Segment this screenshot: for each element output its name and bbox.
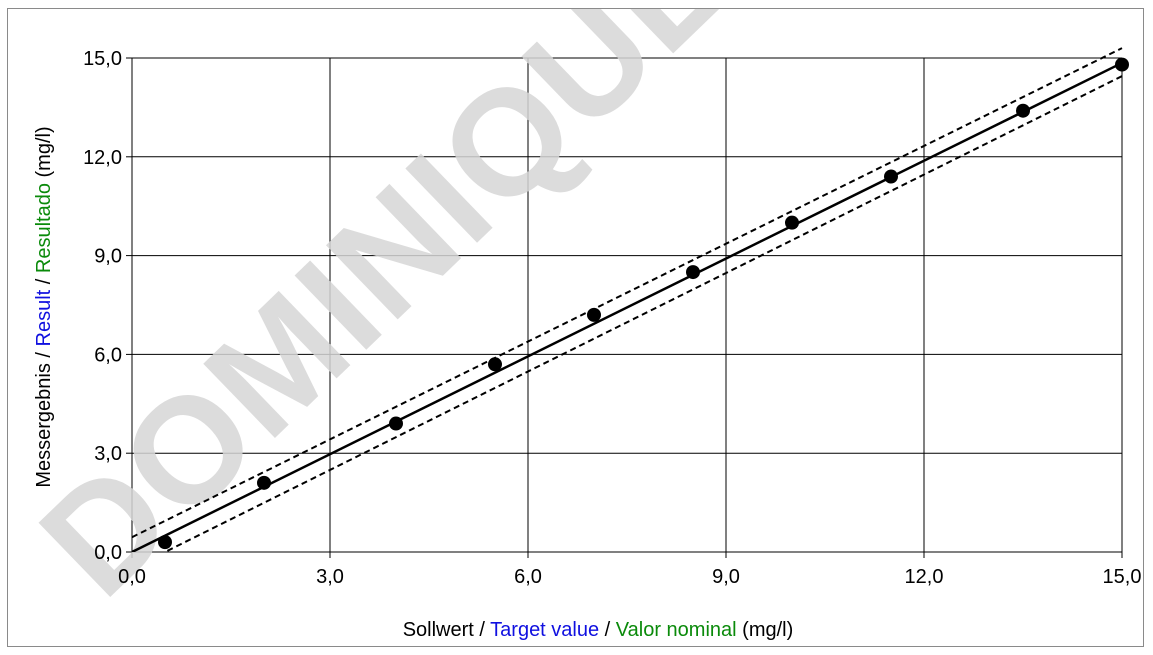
data-point-6	[785, 215, 799, 230]
data-point-0	[158, 535, 172, 550]
y-tick-label-1: 3,0	[94, 443, 122, 465]
data-point-2	[389, 416, 403, 431]
chart-frame: DOMINIQUE 0,0 3,0 6,0 9,0 12,0 15,0 0,0 3,0 6,0…	[7, 8, 1144, 647]
y-axis-title-part-2: Result	[33, 289, 55, 346]
data-point-9	[1115, 57, 1129, 72]
x-axis-title-part-3: /	[599, 619, 616, 641]
x-axis-title: Sollwert / Target value / Valor nominal …	[403, 619, 794, 641]
y-tick-labels: 0,0 3,0 6,0 9,0 12,0 15,0	[83, 48, 122, 564]
data-point-7	[884, 169, 898, 184]
x-tick-label-3: 9,0	[712, 566, 740, 588]
y-tick-label-5: 15,0	[83, 48, 122, 70]
data-point-4	[587, 307, 601, 322]
watermark-text: DOMINIQUE	[9, 9, 762, 627]
x-tick-label-4: 12,0	[905, 566, 944, 588]
x-axis-title-part-1: /	[474, 619, 490, 641]
chart: DOMINIQUE 0,0 3,0 6,0 9,0 12,0 15,0 0,0 3,0 6,0…	[9, 9, 1142, 641]
y-axis-title-part-0: Messergebnis	[33, 363, 55, 488]
data-point-3	[488, 357, 502, 372]
grid	[126, 57, 1123, 558]
watermark: DOMINIQUE	[9, 9, 762, 627]
x-axis-title-part-4: Valor nominal	[616, 619, 737, 641]
x-tick-labels: 0,0 3,0 6,0 9,0 12,0 15,0	[118, 566, 1141, 588]
x-tick-label-1: 3,0	[316, 566, 344, 588]
x-tick-label-0: 0,0	[118, 566, 146, 588]
y-axis-title-part-3: /	[33, 273, 55, 290]
confidence-line-2	[132, 47, 1123, 539]
y-axis-title-part-1: /	[33, 346, 55, 363]
data-point-5	[686, 265, 700, 280]
y-tick-label-0: 0,0	[94, 542, 122, 564]
x-tick-label-2: 6,0	[514, 566, 542, 588]
regression-line-1	[132, 61, 1123, 552]
x-axis-title-part-0: Sollwert	[403, 619, 475, 641]
y-axis-title: Messergebnis / Result / Resultado (mg/l)	[33, 126, 55, 487]
data-point-8	[1016, 103, 1030, 118]
y-tick-label-4: 12,0	[83, 147, 122, 169]
x-tick-label-5: 15,0	[1103, 566, 1142, 588]
y-axis-title-part-4: Resultado	[33, 183, 55, 273]
y-axis-title-part-5: (mg/l)	[33, 126, 55, 183]
x-axis-title-part-2: Target value	[490, 619, 599, 641]
y-tick-label-2: 6,0	[94, 344, 122, 366]
data-point-1	[257, 475, 271, 490]
x-axis-title-part-5: (mg/l)	[737, 619, 794, 641]
plot-area	[132, 47, 1129, 552]
y-tick-label-3: 9,0	[94, 246, 122, 268]
